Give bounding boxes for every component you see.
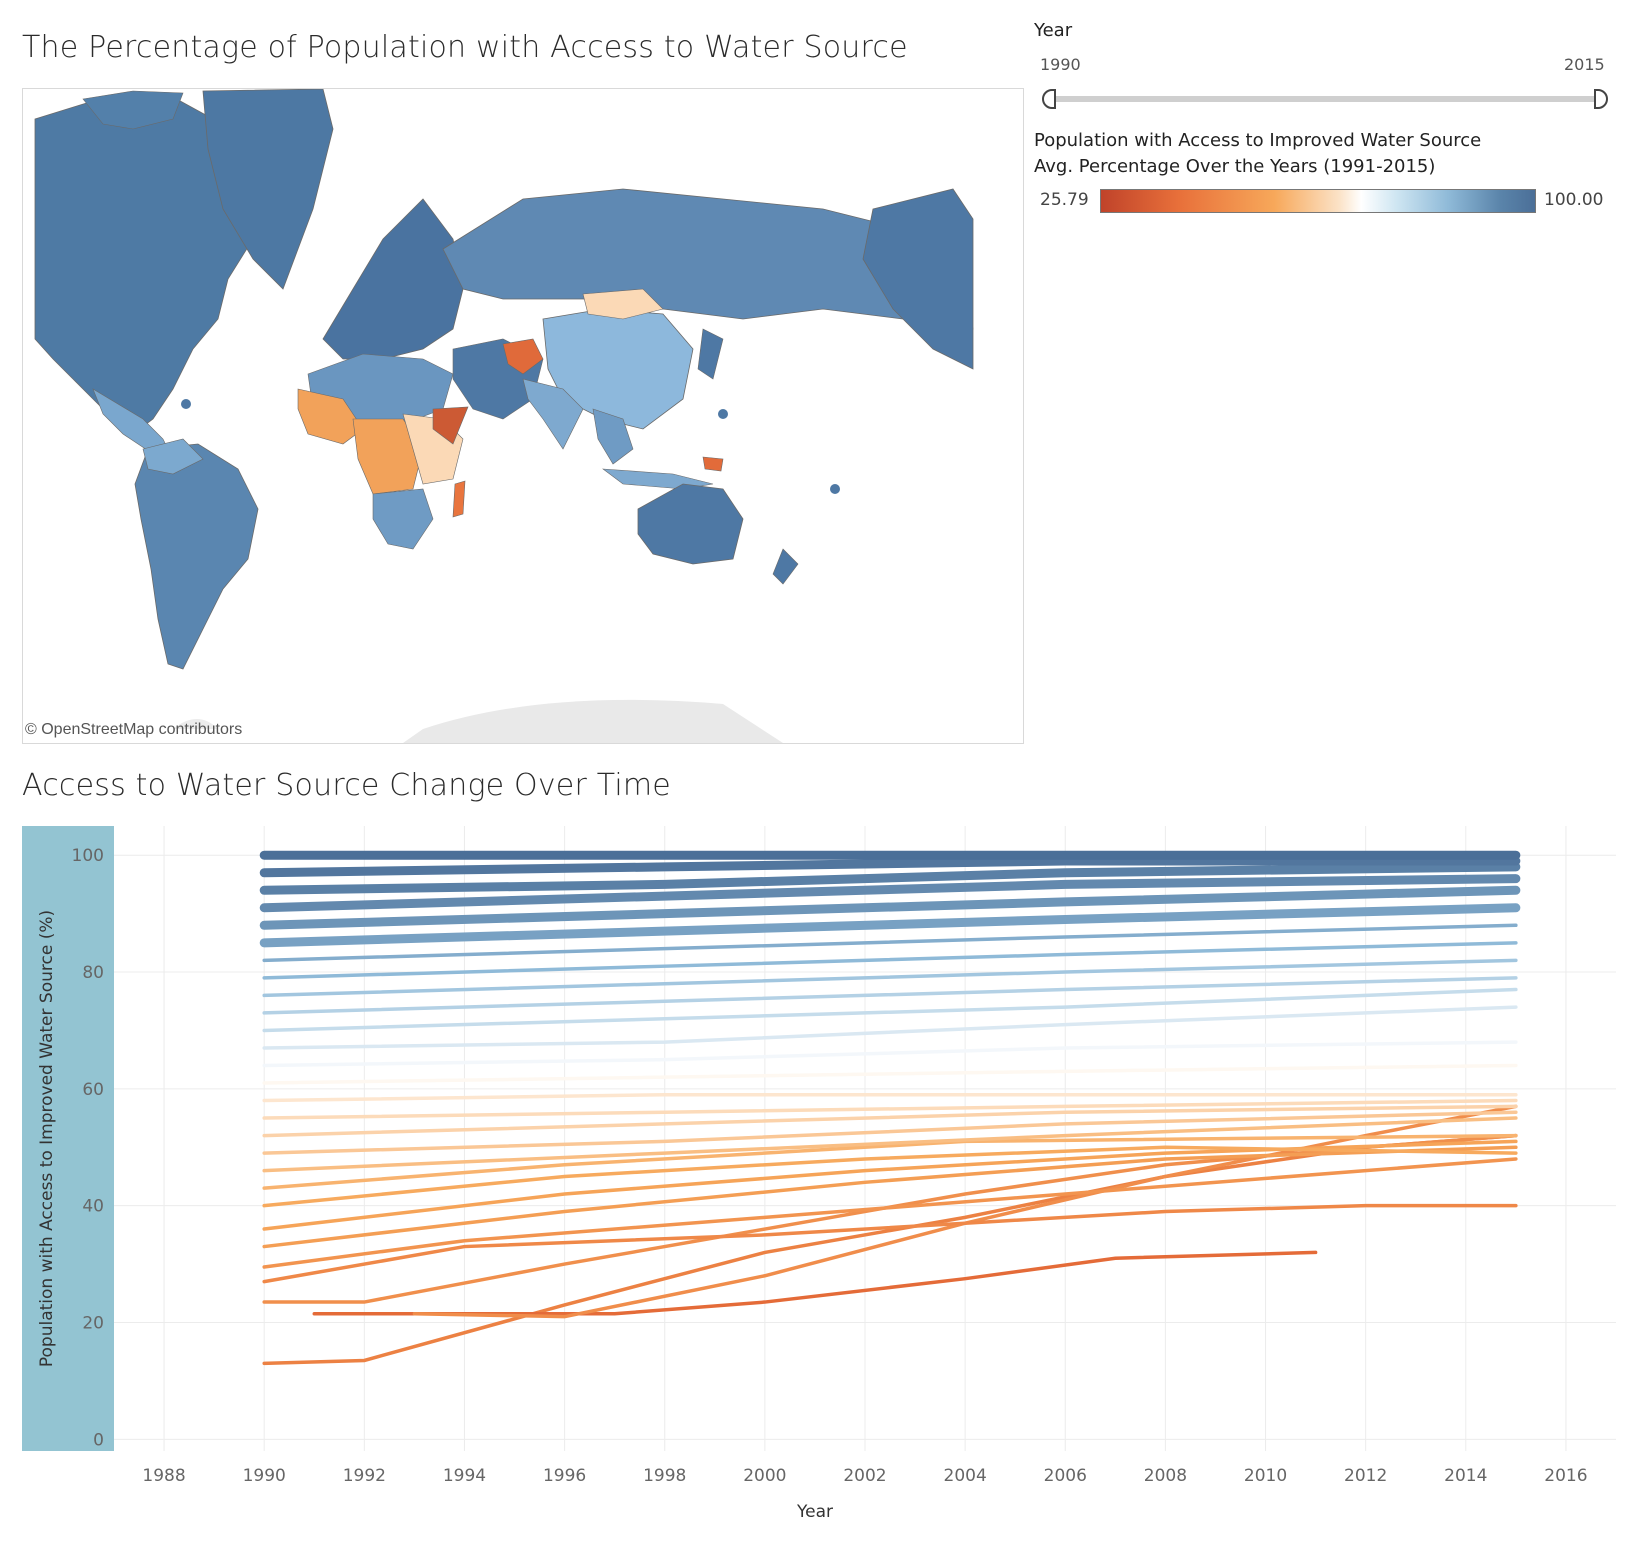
series-line-4[interactable] [262, 1203, 1518, 1284]
new-zealand-shape [772, 548, 799, 585]
south-america-north [142, 438, 204, 475]
x-tick-label: 1992 [343, 1466, 386, 1486]
y-tick-label: 40 [82, 1197, 104, 1217]
legend-min-label: 25.79 [1040, 190, 1089, 210]
x-tick-label: 2014 [1444, 1466, 1487, 1486]
x-axis-title: Year [796, 1502, 833, 1522]
mongolia-shape [582, 288, 664, 320]
papua-shape [702, 456, 724, 472]
chart-title: Access to Water Source Change Over Time [22, 768, 671, 803]
series-line-20[interactable] [262, 958, 1518, 998]
series-line-19[interactable] [262, 976, 1518, 1015]
central-africa-shape [352, 418, 424, 495]
north-america-east-shape [862, 188, 974, 370]
afghanistan-shape [502, 338, 544, 375]
pacific-island [830, 484, 840, 494]
slider-handle-start[interactable] [1042, 89, 1056, 109]
series-line-24[interactable] [259, 885, 1521, 930]
madagascar-shape [452, 480, 466, 518]
series-line-13[interactable] [262, 1098, 1518, 1120]
series-line-27[interactable] [259, 856, 1521, 878]
map-title: The Percentage of Population with Access… [22, 30, 908, 65]
x-tick-label: 1994 [443, 1466, 486, 1486]
south-america-shape [134, 443, 259, 670]
x-tick-label: 1996 [543, 1466, 586, 1486]
india-shape [522, 378, 584, 450]
legend-subtitle: Avg. Percentage Over the Years (1991-201… [1034, 156, 1436, 177]
slider-max-label: 2015 [1564, 55, 1605, 74]
series-line-8[interactable] [262, 1145, 1518, 1208]
japan-shape [697, 328, 724, 380]
legend-title: Population with Access to Improved Water… [1034, 130, 1482, 151]
x-tick-label: 2016 [1544, 1466, 1587, 1486]
series-line-16[interactable] [262, 1040, 1518, 1068]
y-tick-label: 100 [72, 846, 104, 866]
series-line-14[interactable] [262, 1092, 1518, 1103]
x-axis-ticks: 1988 1990 1992 1994 1996 1998 2000 2002 2004 2006… [142, 1466, 1587, 1486]
x-tick-label: 1990 [243, 1466, 286, 1486]
series-line-22[interactable] [262, 923, 1518, 963]
pacific-island [718, 409, 728, 419]
line-chart: 0 20 40 60 80 100 1988 1990 1992 1994 1996 1998 200… [22, 826, 1616, 1522]
series-line-17[interactable] [262, 1005, 1518, 1050]
series-line-26[interactable] [259, 862, 1521, 895]
slider-track[interactable] [1050, 96, 1600, 102]
legend-max-label: 100.00 [1544, 190, 1604, 210]
y-axis-ticks: 0 20 40 60 80 100 [72, 846, 104, 1450]
southeast-asia-shape [592, 408, 634, 465]
y-tick-label: 20 [82, 1313, 104, 1333]
slider-handle-end[interactable] [1594, 89, 1608, 109]
series-line-18[interactable] [262, 987, 1518, 1033]
antarctica-fragment [173, 719, 218, 729]
canada-islands [82, 90, 184, 130]
series-line-23[interactable] [259, 903, 1521, 948]
horn-of-africa-shape [432, 406, 469, 445]
x-tick-label: 1988 [142, 1466, 185, 1486]
australia-shape [637, 483, 744, 565]
x-tick-label: 2006 [1044, 1466, 1087, 1486]
world-map-canvas [34, 89, 974, 743]
southern-africa-shape [372, 488, 434, 550]
series-line-5[interactable] [262, 1157, 1518, 1269]
series-line-1[interactable] [262, 1133, 1518, 1304]
series-line-15[interactable] [262, 1063, 1518, 1085]
year-filter-label: Year [1034, 20, 1073, 41]
x-tick-label: 2012 [1344, 1466, 1387, 1486]
y-tick-label: 80 [82, 963, 104, 983]
x-tick-label: 2008 [1144, 1466, 1187, 1486]
greenland-shape [202, 89, 334, 290]
series-line-12[interactable] [262, 1104, 1518, 1138]
series-line-21[interactable] [262, 941, 1518, 980]
series-lines [259, 850, 1521, 1366]
series-line-25[interactable] [259, 874, 1521, 913]
y-tick-label: 0 [93, 1430, 104, 1450]
year-range-slider[interactable] [1040, 86, 1610, 114]
x-tick-label: 2004 [944, 1466, 987, 1486]
color-legend-gradient [1100, 189, 1536, 213]
europe-shape [322, 198, 464, 360]
series-line-10[interactable] [262, 1116, 1518, 1173]
x-tick-label: 1998 [643, 1466, 686, 1486]
series-line-11[interactable] [262, 1110, 1518, 1155]
series-line-2[interactable] [312, 1250, 1318, 1316]
x-tick-label: 2000 [743, 1466, 786, 1486]
x-tick-label: 2002 [843, 1466, 886, 1486]
map-credit: © OpenStreetMap contributors [25, 721, 243, 738]
world-map[interactable]: © OpenStreetMap contributors [22, 88, 1024, 744]
series-line-9[interactable] [262, 1133, 1518, 1190]
west-africa-shape [297, 388, 364, 445]
y-tick-label: 60 [82, 1080, 104, 1100]
y-axis-band [22, 826, 114, 1451]
slider-min-label: 1990 [1040, 55, 1081, 74]
y-axis-title: Population with Access to Improved Water… [37, 910, 57, 1367]
series-line-6[interactable] [262, 1145, 1518, 1249]
pacific-island [181, 399, 191, 409]
x-tick-label: 2010 [1244, 1466, 1287, 1486]
antarctica-shape [403, 699, 783, 743]
